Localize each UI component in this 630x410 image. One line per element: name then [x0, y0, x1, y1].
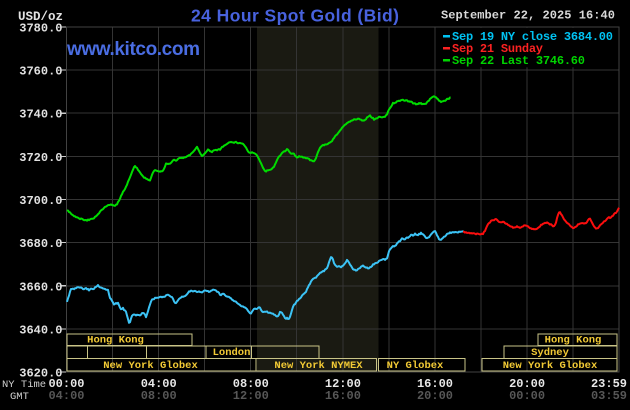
svg-text:12:00: 12:00 — [325, 377, 361, 391]
svg-text:Hong Kong: Hong Kong — [87, 335, 144, 347]
svg-text:08:00: 08:00 — [233, 377, 269, 391]
svg-text:New York NYMEX: New York NYMEX — [274, 360, 363, 372]
svg-text:3700.0: 3700.0 — [19, 194, 62, 208]
svg-text:08:00: 08:00 — [141, 389, 177, 403]
svg-text:September 22, 2025 16:40: September 22, 2025 16:40 — [441, 9, 615, 23]
svg-text:12:00: 12:00 — [233, 389, 269, 403]
svg-text:Sep 19 NY close 3684.00: Sep 19 NY close 3684.00 — [452, 30, 613, 44]
svg-text:NY Globex: NY Globex — [387, 360, 444, 372]
svg-text:Sep 22 Last 3746.60: Sep 22 Last 3746.60 — [452, 54, 585, 68]
svg-text:3740.0: 3740.0 — [19, 108, 62, 122]
svg-text:3780.0: 3780.0 — [19, 22, 62, 36]
svg-text:GMT: GMT — [10, 391, 29, 403]
svg-text:16:00: 16:00 — [417, 377, 453, 391]
svg-text:3760.0: 3760.0 — [19, 65, 62, 79]
svg-text:London: London — [213, 347, 251, 359]
svg-text:Hong Kong: Hong Kong — [545, 335, 602, 347]
svg-text:16:00: 16:00 — [325, 389, 361, 403]
svg-text:04:00: 04:00 — [141, 377, 177, 391]
svg-text:20:00: 20:00 — [509, 377, 545, 391]
svg-text:Sydney: Sydney — [531, 347, 570, 359]
svg-text:3620.0: 3620.0 — [19, 367, 62, 381]
svg-text:USD/oz: USD/oz — [18, 10, 63, 24]
svg-text:00:00: 00:00 — [48, 377, 84, 391]
svg-text:Sep 21 Sunday: Sep 21 Sunday — [452, 42, 543, 56]
svg-text:3640.0: 3640.0 — [19, 323, 62, 337]
svg-text:3660.0: 3660.0 — [19, 280, 62, 294]
svg-text:23:59: 23:59 — [591, 377, 627, 391]
svg-text:3680.0: 3680.0 — [19, 237, 62, 251]
svg-text:04:00: 04:00 — [48, 389, 84, 403]
svg-text:3720.0: 3720.0 — [19, 151, 62, 165]
svg-text:New York Globex: New York Globex — [503, 360, 598, 372]
svg-text:20:00: 20:00 — [417, 389, 453, 403]
svg-text:03:59: 03:59 — [591, 389, 627, 403]
svg-text:24 Hour Spot Gold (Bid): 24 Hour Spot Gold (Bid) — [191, 6, 399, 26]
svg-text:New York Globex: New York Globex — [103, 360, 198, 372]
svg-text:NY Time: NY Time — [2, 379, 46, 391]
svg-text:www.kitco.com: www.kitco.com — [66, 39, 200, 60]
svg-text:00:00: 00:00 — [509, 389, 545, 403]
